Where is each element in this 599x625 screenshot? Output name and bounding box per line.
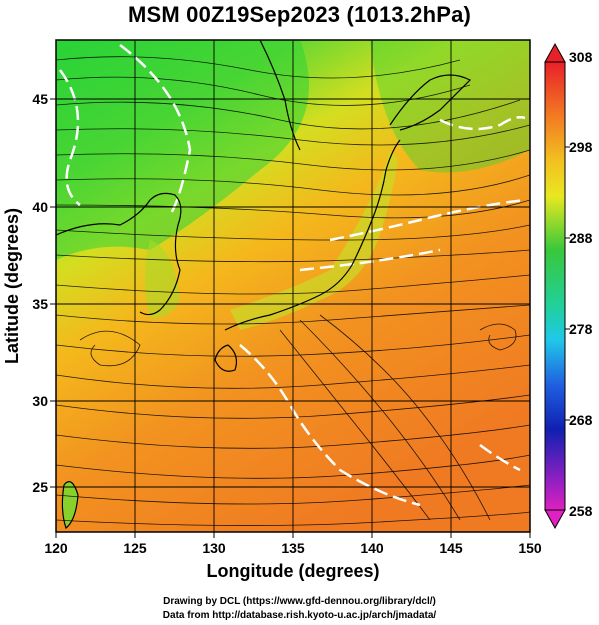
x-axis-title: Longitude (degrees) [206,561,379,581]
x-tick-label: 135 [281,540,305,556]
lat-lon-grid [56,40,530,532]
y-tick-label: 30 [32,393,48,409]
credit-drawing: Drawing by DCL (https://www.gfd-dennou.o… [163,596,436,607]
y-tick-label: 40 [32,199,48,215]
colorbar-max-arrow [544,42,566,63]
x-tick-labels: 120 125 130 135 140 145 150 [44,540,542,556]
axis-ticks [50,98,531,538]
y-tick-labels: 25 30 35 40 45 [32,91,48,495]
colorbar-label: 268 [569,412,593,428]
isotherm-contours [58,44,526,507]
wind-streamlines [56,56,530,526]
x-tick-label: 125 [123,540,147,556]
credit-data: Data from http://database.rish.kyoto-u.a… [162,610,437,621]
colorbar-label: 308 [569,49,593,65]
x-tick-label: 150 [518,540,542,556]
x-tick-label: 130 [202,540,226,556]
y-axis-title: Latitude (degrees) [2,208,22,364]
colorbar-label: 288 [569,230,593,246]
y-tick-label: 25 [32,479,48,495]
x-tick-label: 140 [360,540,384,556]
coastlines [56,40,472,530]
colorbar-label: 298 [569,139,593,155]
y-tick-label: 45 [32,91,48,107]
colorbar-label: 258 [569,503,593,519]
colorbar-min-arrow [544,509,566,530]
x-tick-label: 145 [439,540,463,556]
colorbar-label: 278 [569,321,593,337]
map-title: MSM 00Z19Sep2023 (1013.2hPa) [127,2,472,27]
y-tick-label: 35 [32,296,48,312]
colorbar: 308 298 288 278 268 258 [544,42,593,530]
x-tick-label: 120 [44,540,68,556]
